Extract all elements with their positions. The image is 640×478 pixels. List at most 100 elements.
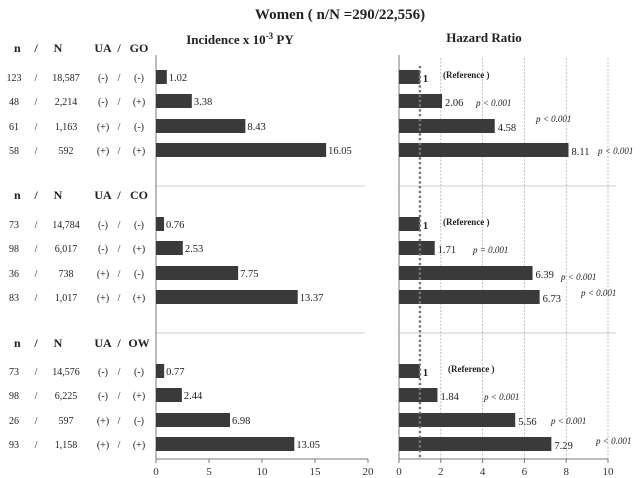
- row-sep: /: [118, 269, 121, 280]
- hazard-x-tick-label: 10: [603, 466, 615, 478]
- row-slash: /: [35, 367, 38, 378]
- row-sep: /: [118, 146, 121, 157]
- header-slash: /: [33, 188, 38, 202]
- hazard-value-label: 1: [423, 221, 428, 232]
- hazard-panel-title: Hazard Ratio: [446, 30, 521, 45]
- row-slash: /: [35, 440, 38, 451]
- row-N: 14,784: [52, 220, 80, 231]
- incidence-value-label: 13.05: [296, 440, 320, 451]
- hazard-x-tick-label: 2: [438, 466, 444, 478]
- row-ua: (+): [97, 269, 109, 280]
- incidence-value-label: 8.43: [247, 122, 265, 133]
- incidence-bar: [156, 290, 298, 304]
- row-sep: /: [118, 440, 121, 451]
- row-sep: /: [118, 416, 121, 427]
- incidence-value-label: 0.76: [166, 220, 184, 231]
- row-n: 73: [9, 220, 19, 231]
- row-ua: (-): [98, 367, 108, 378]
- p-value-note: p < 0.001: [580, 288, 616, 298]
- row-sep: /: [118, 97, 121, 108]
- row-N: 1,017: [55, 293, 78, 304]
- hazard-bar: [399, 413, 516, 427]
- row-other: (+): [133, 440, 145, 451]
- row-slash: /: [35, 122, 38, 133]
- p-value-note: p < 0.001: [560, 272, 596, 282]
- incidence-value-label: 7.75: [240, 269, 258, 280]
- row-other: (+): [133, 391, 145, 402]
- incidence-bar: [156, 413, 230, 427]
- group-table: n / N UA / GO 123 / 18,587 (-) / (-) 48 / 2,214 (-) / (+)…: [7, 41, 150, 451]
- row-N: 597: [59, 416, 74, 427]
- hazard-x-tick-label: 4: [480, 466, 486, 478]
- row-N: 6,225: [55, 391, 78, 402]
- row-ua: (-): [98, 97, 108, 108]
- incidence-bar: [156, 241, 183, 255]
- incidence-bar: [156, 143, 327, 157]
- p-value-note: p < 0.001: [475, 98, 511, 108]
- row-N: 18,587: [52, 73, 80, 84]
- header-sep: /: [116, 188, 121, 202]
- header-n: n: [14, 188, 21, 202]
- hazard-value-label: 5.56: [518, 417, 536, 428]
- row-N: 1,158: [55, 440, 78, 451]
- row-n: 61: [9, 122, 19, 133]
- incidence-value-label: 2.53: [185, 244, 203, 255]
- row-n: 98: [9, 391, 19, 402]
- incidence-value-label: 0.77: [166, 367, 184, 378]
- hazard-x-tick-label: 0: [396, 466, 402, 478]
- p-value-note: p < 0.001: [595, 436, 631, 446]
- header-ua: UA: [94, 188, 112, 202]
- row-n: 48: [9, 97, 19, 108]
- hazard-bar: [399, 364, 420, 378]
- row-n: 83: [9, 293, 19, 304]
- row-slash: /: [35, 416, 38, 427]
- p-value-note: p < 0.001: [535, 114, 571, 124]
- header-other: GO: [130, 41, 149, 55]
- row-N: 6,017: [55, 244, 78, 255]
- incidence-x-tick-label: 20: [363, 466, 375, 478]
- row-other: (+): [133, 146, 145, 157]
- incidence-value-label: 16.05: [328, 146, 352, 157]
- incidence-panel-title: Incidence x 10-3 PY: [186, 31, 294, 47]
- hazard-bar: [399, 143, 569, 157]
- row-N: 592: [59, 146, 74, 157]
- incidence-bar: [156, 94, 192, 108]
- incidence-x-tick-label: 10: [257, 466, 269, 478]
- hazard-bar: [399, 119, 495, 133]
- hazard-bar: [399, 266, 533, 280]
- row-other: (+): [133, 244, 145, 255]
- hazard-value-label: 2.06: [445, 98, 463, 109]
- p-value-note: p < 0.001: [483, 392, 519, 402]
- row-slash: /: [35, 73, 38, 84]
- hazard-value-label: 1.71: [438, 245, 456, 256]
- incidence-value-label: 1.02: [169, 73, 187, 84]
- row-other: (-): [134, 269, 144, 280]
- row-N: 2,214: [55, 97, 78, 108]
- hazard-value-label: 1: [423, 74, 428, 85]
- row-other: (-): [134, 122, 144, 133]
- incidence-bar: [156, 70, 167, 84]
- row-ua: (-): [98, 391, 108, 402]
- row-N: 738: [59, 269, 74, 280]
- row-sep: /: [118, 391, 121, 402]
- row-n: 93: [9, 440, 19, 451]
- incidence-value-label: 2.44: [184, 391, 203, 402]
- incidence-bar: [156, 388, 182, 402]
- hazard-value-label: 7.29: [554, 441, 572, 452]
- incidence-bar: [156, 266, 239, 280]
- header-slash: /: [33, 41, 38, 55]
- p-value-note: p = 0.001: [472, 245, 508, 255]
- row-n: 98: [9, 244, 19, 255]
- reference-note: (Reference ): [443, 70, 490, 80]
- header-other: CO: [130, 188, 148, 202]
- incidence-value-label: 13.37: [300, 293, 324, 304]
- row-sep: /: [118, 244, 121, 255]
- row-ua: (+): [97, 146, 109, 157]
- row-sep: /: [118, 73, 121, 84]
- row-slash: /: [35, 146, 38, 157]
- row-n: 26: [9, 416, 19, 427]
- header-slash: /: [33, 336, 38, 350]
- hazard-bar: [399, 290, 540, 304]
- hazard-value-label: 4.58: [498, 123, 516, 134]
- row-n: 123: [7, 73, 22, 84]
